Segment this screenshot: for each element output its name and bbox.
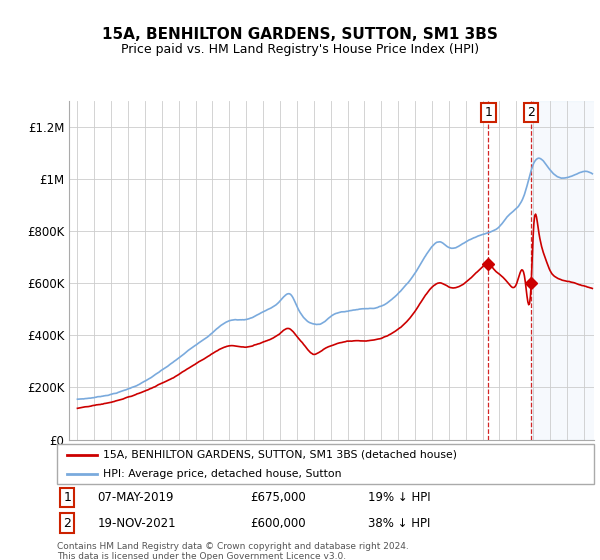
Text: 2: 2	[527, 106, 535, 119]
Text: 1: 1	[64, 491, 71, 504]
Text: 19-NOV-2021: 19-NOV-2021	[97, 516, 176, 530]
Text: 15A, BENHILTON GARDENS, SUTTON, SM1 3BS: 15A, BENHILTON GARDENS, SUTTON, SM1 3BS	[102, 27, 498, 42]
Text: HPI: Average price, detached house, Sutton: HPI: Average price, detached house, Sutt…	[103, 469, 341, 478]
Text: £675,000: £675,000	[250, 491, 306, 504]
Text: 38% ↓ HPI: 38% ↓ HPI	[368, 516, 431, 530]
Text: 07-MAY-2019: 07-MAY-2019	[97, 491, 174, 504]
Text: £600,000: £600,000	[250, 516, 306, 530]
Text: Contains HM Land Registry data © Crown copyright and database right 2024.
This d: Contains HM Land Registry data © Crown c…	[57, 542, 409, 560]
FancyBboxPatch shape	[57, 444, 594, 484]
Text: 15A, BENHILTON GARDENS, SUTTON, SM1 3BS (detached house): 15A, BENHILTON GARDENS, SUTTON, SM1 3BS …	[103, 450, 457, 460]
Text: 19% ↓ HPI: 19% ↓ HPI	[368, 491, 431, 504]
Bar	[531, 101, 600, 440]
Text: Price paid vs. HM Land Registry's House Price Index (HPI): Price paid vs. HM Land Registry's House …	[121, 43, 479, 55]
Text: 2: 2	[64, 516, 71, 530]
Text: 1: 1	[485, 106, 493, 119]
